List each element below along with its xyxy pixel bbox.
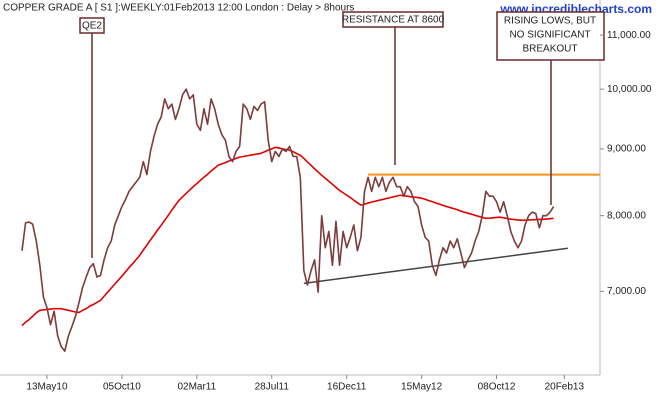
annotation-text: RISING LOWS, BUT: [504, 16, 596, 27]
annotation-box: [342, 11, 444, 28]
y-tick-label: 11,000.00: [607, 30, 651, 41]
annotation-text: QE2: [82, 21, 102, 32]
annotation-box: [496, 11, 605, 61]
x-tick-label: 16Dec11: [327, 382, 367, 393]
y-tick-label: 7,000.00: [607, 286, 646, 297]
annotation-text: BREAKOUT: [522, 44, 577, 55]
y-tick-label: 10,000.00: [607, 84, 652, 95]
x-tick-label: 02Mar11: [177, 382, 216, 393]
y-tick-label: 8,000.00: [607, 210, 646, 221]
x-tick-label: 05Oct10: [103, 382, 141, 393]
y-tick-label: 9,000.00: [607, 144, 646, 155]
x-tick-label: 20Feb13: [545, 382, 585, 393]
x-tick-label: 15May12: [401, 382, 443, 393]
annotation-text: NO SIGNIFICANT: [509, 30, 590, 41]
x-tick-label: 08Oct12: [478, 382, 516, 393]
x-tick-label: 13May10: [26, 382, 68, 393]
annotation-box: [79, 17, 105, 34]
trend-line: [303, 247, 568, 285]
annotations: QE2 RESISTANCE AT 8600 RISING LOWS, BUT …: [79, 11, 605, 258]
series-line: [21, 88, 555, 352]
x-tick-label: 28Jul11: [255, 382, 290, 393]
annotation-text: RESISTANCE AT 8600: [342, 15, 445, 26]
chart-title: COPPER GRADE A [ S1 ]:WEEKLY:01Feb2013 1…: [3, 3, 354, 14]
